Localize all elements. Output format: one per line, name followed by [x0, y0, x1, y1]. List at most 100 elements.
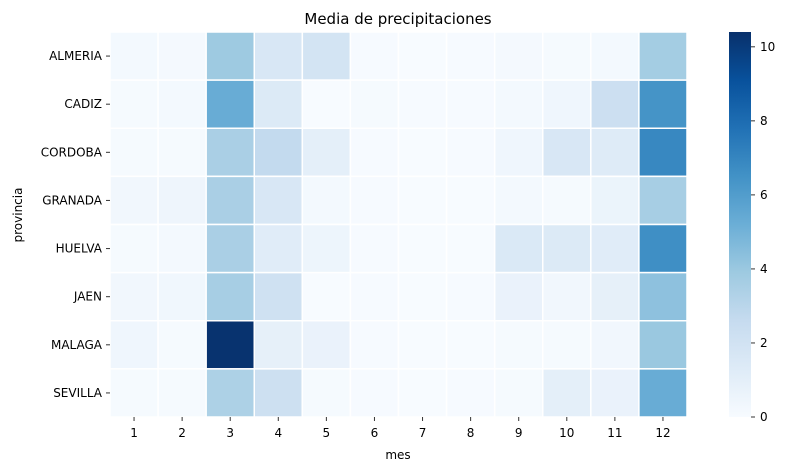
heatmap-cell-SEVILLA-11: [590, 368, 640, 418]
x-tick-label: 11: [607, 426, 622, 440]
heatmap-cell-MALAGA-10: [542, 320, 592, 370]
y-tick-label: SEVILLA: [53, 386, 103, 400]
heatmap-cell-ALMERIA-11: [590, 31, 640, 81]
heatmap-cell-ALMERIA-3: [205, 31, 256, 81]
heatmap-cell-MALAGA-4: [253, 320, 304, 370]
x-tick-label: 2: [178, 426, 186, 440]
heatmap-cell-CADIZ-8: [445, 79, 496, 129]
heatmap-cell-GRANADA-5: [301, 175, 352, 226]
heatmap-cell-HUELVA-4: [253, 223, 304, 274]
colorbar: [729, 32, 751, 417]
heatmap-cell-SEVILLA-8: [445, 368, 496, 418]
heatmap-cell-HUELVA-9: [493, 223, 544, 274]
heatmap-cell-SEVILLA-3: [205, 368, 256, 418]
heatmap-cell-JAEN-11: [590, 271, 640, 322]
heatmap-cell-CORDOBA-6: [349, 127, 400, 178]
heatmap-cell-GRANADA-3: [205, 175, 256, 226]
heatmap-cell-MALAGA-9: [493, 320, 544, 370]
heatmap-cell-SEVILLA-2: [157, 368, 207, 418]
heatmap-cell-JAEN-3: [205, 271, 256, 322]
heatmap-cell-MALAGA-1: [109, 320, 159, 370]
heatmap-cell-MALAGA-7: [397, 320, 448, 370]
heatmap-cell-GRANADA-9: [493, 175, 544, 226]
heatmap-cell-SEVILLA-10: [542, 368, 592, 418]
heatmap-cell-CORDOBA-3: [205, 127, 256, 178]
y-tick-label: CORDOBA: [41, 145, 103, 159]
heatmap-cell-SEVILLA-1: [109, 368, 159, 418]
x-tick-label: 9: [515, 426, 523, 440]
heatmap-cell-MALAGA-8: [445, 320, 496, 370]
x-tick-label: 4: [274, 426, 282, 440]
heatmap-cell-SEVILLA-12: [638, 368, 688, 418]
y-tick-label: CADIZ: [64, 97, 102, 111]
heatmap-cell-CADIZ-6: [349, 79, 400, 129]
heatmap-cell-HUELVA-5: [301, 223, 352, 274]
heatmap-cell-CORDOBA-4: [253, 127, 304, 178]
heatmap-cell-SEVILLA-7: [397, 368, 448, 418]
x-tick-label: 10: [559, 426, 574, 440]
heatmap-cell-MALAGA-3: [205, 320, 256, 370]
heatmap-cell-JAEN-10: [542, 271, 592, 322]
heatmap-cell-CORDOBA-2: [157, 127, 207, 178]
heatmap-cell-HUELVA-8: [445, 223, 496, 274]
heatmap-cell-CADIZ-12: [638, 79, 688, 129]
heatmap-cell-ALMERIA-9: [493, 31, 544, 81]
colorbar-tick-label: 8: [760, 114, 768, 128]
heatmap-cell-GRANADA-1: [109, 175, 159, 226]
heatmap-cell-CORDOBA-10: [542, 127, 592, 178]
x-axis-ticks: 1 2 3 4 5 6 7 8 9 10 11 12: [130, 417, 671, 440]
heatmap-cell-GRANADA-7: [397, 175, 448, 226]
colorbar-tick-label: 10: [760, 40, 775, 54]
heatmap-cell-JAEN-9: [493, 271, 544, 322]
heatmap-cell-CADIZ-2: [157, 79, 207, 129]
y-tick-label: HUELVA: [56, 242, 103, 256]
y-tick-label: GRANADA: [42, 193, 103, 207]
heatmap-cell-HUELVA-6: [349, 223, 400, 274]
heatmap-cell-CADIZ-4: [253, 79, 304, 129]
x-tick-label: 7: [419, 426, 427, 440]
heatmap-cell-CORDOBA-1: [109, 127, 159, 178]
heatmap-cell-SEVILLA-5: [301, 368, 352, 418]
heatmap-cell-CADIZ-7: [397, 79, 448, 129]
heatmap-cell-GRANADA-12: [638, 175, 688, 226]
x-tick-label: 12: [655, 426, 670, 440]
heatmap-cell-JAEN-2: [157, 271, 207, 322]
heatmap-cell-HUELVA-10: [542, 223, 592, 274]
y-tick-label: MALAGA: [51, 338, 103, 352]
heatmap-cell-ALMERIA-8: [445, 31, 496, 81]
colorbar-tick-label: 0: [760, 410, 768, 424]
heatmap-cell-JAEN-8: [445, 271, 496, 322]
heatmap-cell-CADIZ-9: [493, 79, 544, 129]
y-tick-label: ALMERIA: [49, 49, 103, 63]
heatmap-cell-CADIZ-1: [109, 79, 159, 129]
heatmap-cell-CORDOBA-12: [638, 127, 688, 178]
heatmap-cell-ALMERIA-2: [157, 31, 207, 81]
heatmap-cell-JAEN-5: [301, 271, 352, 322]
heatmap-cell-HUELVA-3: [205, 223, 256, 274]
heatmap-cell-SEVILLA-6: [349, 368, 400, 418]
heatmap-cell-HUELVA-11: [590, 223, 640, 274]
heatmap-cell-GRANADA-10: [542, 175, 592, 226]
heatmap-cell-GRANADA-8: [445, 175, 496, 226]
heatmap-cell-SEVILLA-4: [253, 368, 304, 418]
x-tick-label: 1: [130, 426, 138, 440]
heatmap-cell-GRANADA-11: [590, 175, 640, 226]
heatmap-cell-ALMERIA-7: [397, 31, 448, 81]
heatmap-cell-HUELVA-12: [638, 223, 688, 274]
colorbar-tick-label: 4: [760, 262, 768, 276]
heatmap-cell-GRANADA-6: [349, 175, 400, 226]
heatmap-cell-CORDOBA-8: [445, 127, 496, 178]
heatmap-cell-HUELVA-1: [109, 223, 159, 274]
heatmap-cell-GRANADA-2: [157, 175, 207, 226]
heatmap-cell-CORDOBA-9: [493, 127, 544, 178]
heatmap-cell-MALAGA-6: [349, 320, 400, 370]
heatmap-cells: [109, 31, 688, 418]
x-tick-label: 6: [371, 426, 379, 440]
heatmap-cell-ALMERIA-5: [301, 31, 352, 81]
heatmap-cell-CADIZ-5: [301, 79, 352, 129]
heatmap-cell-JAEN-1: [109, 271, 159, 322]
x-tick-label: 8: [467, 426, 475, 440]
heatmap-cell-CADIZ-10: [542, 79, 592, 129]
heatmap-cell-CORDOBA-11: [590, 127, 640, 178]
